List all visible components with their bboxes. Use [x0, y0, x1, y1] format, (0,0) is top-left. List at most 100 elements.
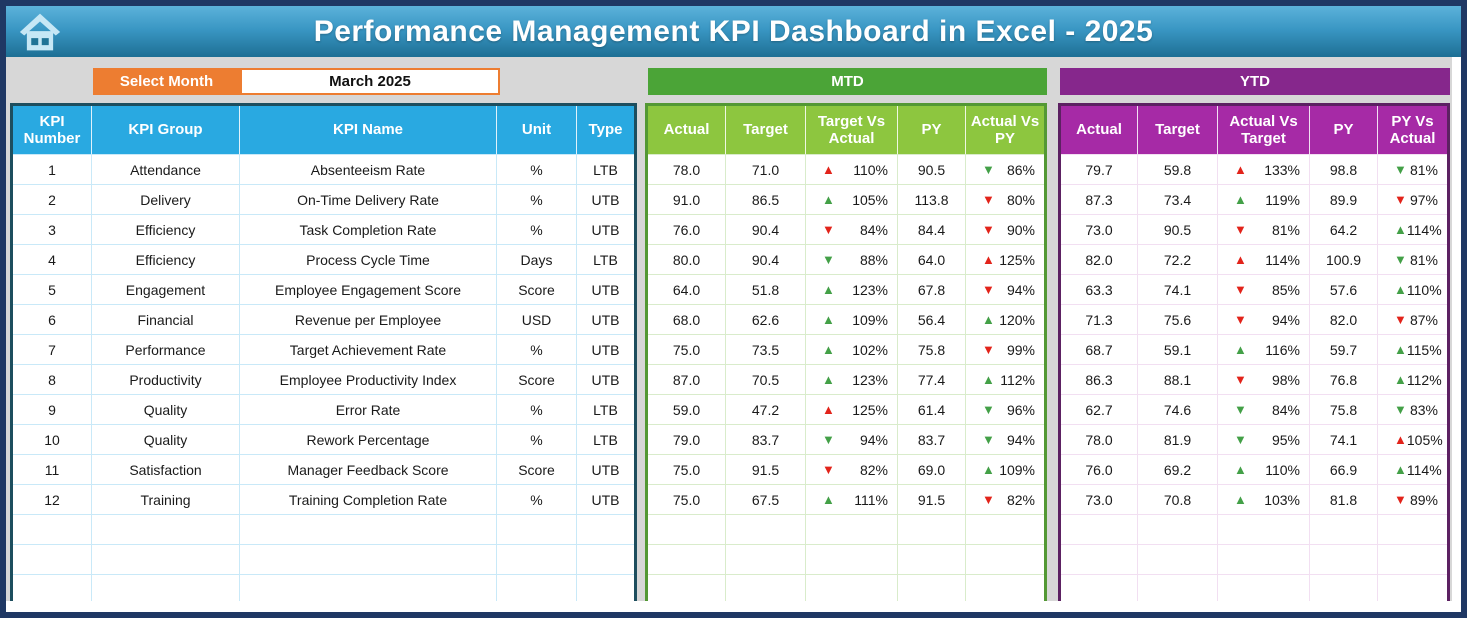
cell-actual: 75.0 — [648, 485, 726, 514]
cell-actual: 64.0 — [648, 275, 726, 304]
variance-cell: ▼ 89% — [1378, 485, 1447, 514]
cell-empty — [648, 575, 726, 601]
cell-target: 75.6 — [1138, 305, 1218, 334]
table-row: 91.0 86.5 ▲ 105% 113.8 ▼ 80% — [648, 184, 1044, 214]
cell-empty — [1378, 575, 1447, 601]
cell-empty — [648, 515, 726, 544]
cell-target: 74.6 — [1138, 395, 1218, 424]
table-row: 10 Quality Rework Percentage% LTB — [13, 424, 634, 454]
table-row: 87.3 73.4 ▲ 119% 89.9 ▼ 97% — [1061, 184, 1447, 214]
variance-cell: ▼ 90% — [966, 215, 1044, 244]
variance-value: 82% — [1006, 491, 1035, 508]
cell-actual: 59.0 — [648, 395, 726, 424]
up-arrow-icon: ▲ — [1394, 282, 1407, 297]
cell-actual: 80.0 — [648, 245, 726, 274]
table-row: 86.3 88.1 ▼ 98% 76.8 ▲ 112% — [1061, 364, 1447, 394]
table-row-empty — [13, 514, 634, 544]
table-row: 5 Engagement Employee Engagement Score Scor… — [13, 274, 634, 304]
cell-target: 73.5 — [726, 335, 806, 364]
cell-empty — [806, 515, 898, 544]
up-arrow-icon: ▲ — [822, 402, 835, 417]
variance-value: 123% — [852, 281, 888, 298]
table-row: 7 Performance Target Achievement Rate% UTB — [13, 334, 634, 364]
down-arrow-icon: ▼ — [1234, 432, 1247, 447]
down-arrow-icon: ▼ — [982, 342, 995, 357]
up-arrow-icon: ▲ — [982, 312, 995, 327]
cell-empty — [806, 545, 898, 574]
cell-number: 3 — [13, 215, 92, 244]
cell-type: LTB — [593, 161, 618, 178]
variance-value: 110% — [1265, 461, 1300, 478]
cell-empty — [1061, 515, 1138, 544]
variance-value: 88% — [859, 251, 888, 268]
cell-name: Error Rate — [240, 395, 497, 424]
table-row-empty — [1061, 544, 1447, 574]
table-row: 3 Efficiency Task Completion Rate% UTB — [13, 214, 634, 244]
cell-unit: Score — [497, 365, 577, 394]
down-arrow-icon: ▼ — [822, 462, 835, 477]
cell-py: 75.8 — [898, 335, 966, 364]
cell-number: 7 — [13, 335, 92, 364]
variance-cell: ▲ 116% — [1218, 335, 1310, 364]
variance-value: 81% — [1271, 221, 1300, 238]
variance-cell: ▲ 110% — [1378, 275, 1447, 304]
variance-cell: ▼ 81% — [1378, 245, 1447, 274]
cell-unit: % — [497, 335, 577, 364]
variance-value: 114% — [1406, 461, 1442, 478]
cell-empty — [497, 515, 577, 544]
cell-group: Efficiency — [92, 245, 240, 274]
variance-cell: ▲ 109% — [966, 455, 1044, 484]
table-row: 11 Satisfaction Manager Feedback Score Scor… — [13, 454, 634, 484]
cell-actual: 79.7 — [1061, 155, 1138, 184]
cell-empty — [13, 575, 92, 601]
variance-value: 87% — [1409, 311, 1438, 328]
cell-empty — [1061, 575, 1138, 601]
cell-name: Process Cycle Time — [240, 245, 497, 274]
table-row-empty — [13, 574, 634, 601]
table-row: 2 Delivery On-Time Delivery Rate% UTB — [13, 184, 634, 214]
home-icon[interactable] — [18, 10, 62, 54]
cell-py: 91.5 — [898, 485, 966, 514]
variance-value: 82% — [859, 461, 888, 478]
table-row: 75.0 67.5 ▲ 111% 91.5 ▼ 82% — [648, 484, 1044, 514]
cell-empty — [577, 575, 634, 601]
variance-cell: ▼ 94% — [806, 425, 898, 454]
down-arrow-icon: ▼ — [982, 492, 995, 507]
cell-empty — [898, 515, 966, 544]
cell-unit: % — [497, 395, 577, 424]
down-arrow-icon: ▼ — [822, 222, 835, 237]
cell-group: Efficiency — [92, 215, 240, 244]
variance-cell: ▲ 111% — [806, 485, 898, 514]
variance-cell: ▼ 83% — [1378, 395, 1447, 424]
table-row-empty — [648, 574, 1044, 601]
cell-name: Absenteeism Rate — [240, 155, 497, 184]
cell-actual: 91.0 — [648, 185, 726, 214]
cell-py: 89.9 — [1310, 185, 1378, 214]
table-row-empty — [1061, 514, 1447, 544]
variance-value: 119% — [1265, 191, 1300, 208]
variance-cell: ▼ 82% — [806, 455, 898, 484]
variance-cell: ▲ 102% — [806, 335, 898, 364]
cell-target: 86.5 — [726, 185, 806, 214]
down-arrow-icon: ▼ — [982, 222, 995, 237]
variance-cell: ▲ 125% — [806, 395, 898, 424]
variance-value: 90% — [1006, 221, 1035, 238]
table-row: 76.0 69.2 ▲ 110% 66.9 ▲ 114% — [1061, 454, 1447, 484]
column-header-mtd-target: Target — [726, 106, 806, 154]
variance-cell: ▼ 88% — [806, 245, 898, 274]
cell-empty — [13, 545, 92, 574]
cell-empty — [1378, 515, 1447, 544]
cell-py: 84.4 — [898, 215, 966, 244]
column-header-kpi-name: KPI Name — [240, 106, 497, 154]
up-arrow-icon: ▲ — [1394, 222, 1407, 237]
variance-cell: ▲ 105% — [806, 185, 898, 214]
down-arrow-icon: ▼ — [1234, 222, 1247, 237]
cell-target: 51.8 — [726, 275, 806, 304]
variance-cell: ▼ 86% — [966, 155, 1044, 184]
month-dropdown[interactable]: March 2025 — [240, 68, 500, 95]
up-arrow-icon: ▲ — [822, 372, 835, 387]
cell-target: 83.7 — [726, 425, 806, 454]
page-title: Performance Management KPI Dashboard in … — [313, 14, 1154, 48]
cell-group: Quality — [92, 395, 240, 424]
column-header-kpi-group: KPI Group — [92, 106, 240, 154]
